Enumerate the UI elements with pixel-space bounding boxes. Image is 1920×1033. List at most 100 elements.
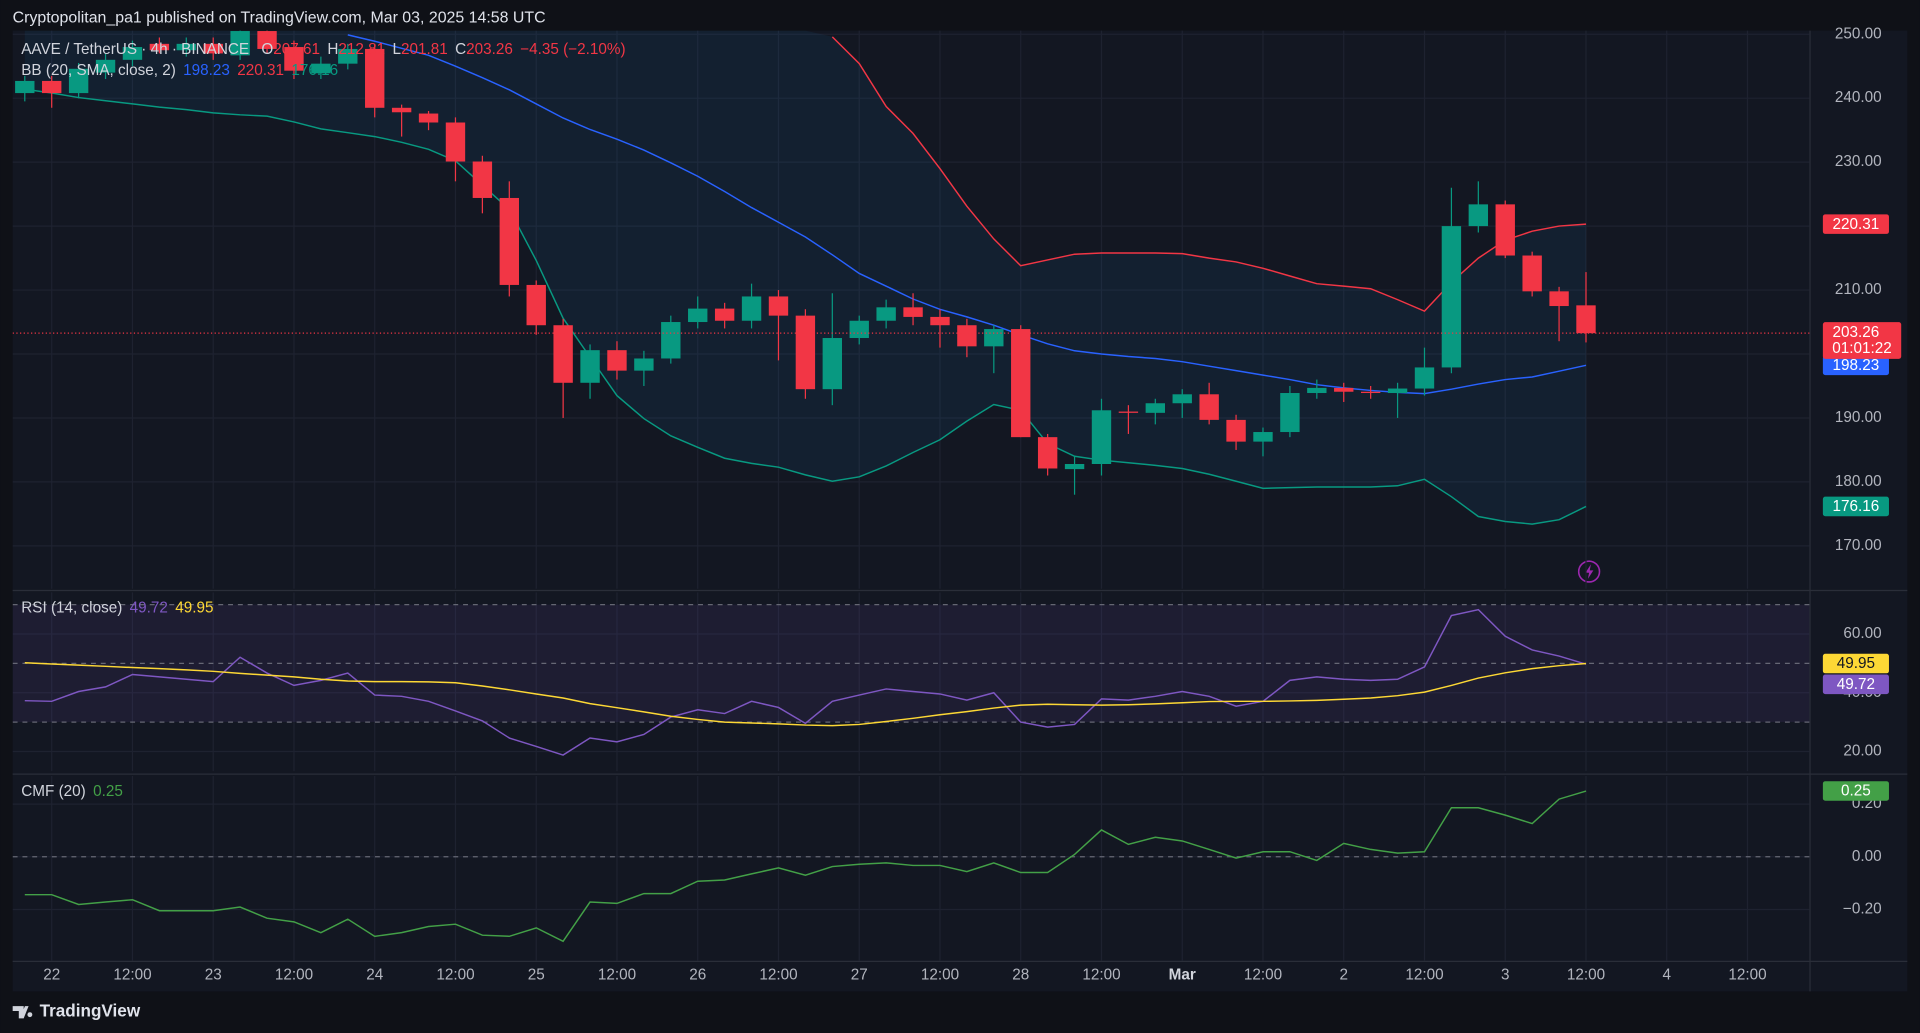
candle-body xyxy=(1307,387,1327,394)
y-tick-label: −0.20 xyxy=(1843,900,1882,917)
legend-value: 203.26 xyxy=(466,41,513,58)
candle-body xyxy=(1226,419,1246,442)
candle-body xyxy=(688,308,708,323)
candle-body xyxy=(822,338,842,390)
candle-body xyxy=(499,197,519,285)
candle-body xyxy=(68,68,89,94)
y-tick-label: 230.00 xyxy=(1835,153,1882,170)
x-tick-label: 12:00 xyxy=(598,967,636,984)
price-tag xyxy=(1822,355,1889,376)
legend-key: L xyxy=(392,41,401,58)
candle-body xyxy=(1387,388,1408,394)
price-tag-label: 49.72 xyxy=(1837,676,1875,693)
alert-icon xyxy=(1577,560,1601,583)
candle-body xyxy=(1360,391,1381,394)
x-tick-label: 24 xyxy=(366,967,383,984)
candle-body xyxy=(930,316,950,326)
x-tick-label: 27 xyxy=(851,967,868,984)
candle-body xyxy=(1576,305,1596,334)
footer: TradingView xyxy=(40,1001,141,1021)
x-tick-label: Mar xyxy=(1169,967,1196,984)
price-tag-label: 203.26 xyxy=(1833,324,1880,341)
x-tick-label: 3 xyxy=(1501,967,1510,984)
candle-body xyxy=(1468,204,1489,227)
price-tag xyxy=(1822,496,1889,517)
candle-body xyxy=(338,48,358,64)
countdown: 01:01:22 xyxy=(1832,340,1891,357)
indicator-line xyxy=(24,608,1587,756)
candle-body xyxy=(580,350,600,383)
x-tick-label: 12:00 xyxy=(275,967,313,984)
candle-body xyxy=(418,113,439,123)
legend-symbol: AAVE / TetherUS · 4h · BINANCE xyxy=(21,41,249,58)
logo xyxy=(12,1006,33,1019)
price-tag-label: 220.31 xyxy=(1833,216,1880,233)
indicator-line xyxy=(24,790,1587,943)
pane xyxy=(12,790,1810,943)
candle-body xyxy=(984,329,1004,347)
candle-body xyxy=(741,296,762,321)
x-tick-label: 23 xyxy=(205,967,222,984)
price-tag xyxy=(1822,322,1902,359)
candle-body xyxy=(849,320,869,339)
x-tick-label: 12:00 xyxy=(436,967,474,984)
x-tick-label: 12:00 xyxy=(1405,967,1443,984)
indicator-value: 198.23 xyxy=(183,62,230,79)
legend: AAVE / TetherUS · 4h · BINANCE O207.61 H21… xyxy=(21,41,625,58)
y-tick-label: 240.00 xyxy=(1835,89,1882,106)
legend-key: O xyxy=(261,41,273,58)
level-band xyxy=(12,604,1810,723)
price-tag xyxy=(1822,653,1889,674)
candle-body xyxy=(95,59,116,73)
candle-body xyxy=(42,80,62,94)
candle-body xyxy=(876,307,896,321)
x-tick-label: 12:00 xyxy=(921,967,959,984)
candle-body xyxy=(634,358,654,371)
candle-body xyxy=(1037,437,1058,469)
y-tick-label: 60.00 xyxy=(1843,625,1881,642)
candle-body xyxy=(795,315,816,390)
pane xyxy=(12,604,1810,756)
x-tick-label: 28 xyxy=(1012,967,1029,984)
price-tag xyxy=(1822,674,1889,695)
candle-body xyxy=(176,43,196,51)
x-tick-label: 12:00 xyxy=(1728,967,1766,984)
indicator-line xyxy=(347,34,1587,395)
legend-value: 201.81 xyxy=(401,41,448,58)
candle-body xyxy=(1199,394,1219,420)
plot-area xyxy=(12,30,1908,992)
x-tick-label: 12:00 xyxy=(759,967,797,984)
indicator-label: RSI (14, close) xyxy=(21,599,122,616)
candle-body xyxy=(1495,204,1515,256)
candle-body xyxy=(203,43,223,54)
band-fill xyxy=(24,30,1586,525)
candle-body xyxy=(1118,411,1139,413)
candle-body xyxy=(1172,394,1192,404)
legend-value: 207.61 xyxy=(273,41,320,58)
candle-body xyxy=(445,122,466,162)
candle-body xyxy=(1441,226,1462,368)
x-tick-label: 12:00 xyxy=(1567,967,1605,984)
legend: RSI (14, close) 49.72 49.95 xyxy=(21,599,213,616)
price-tag-label: 176.16 xyxy=(1833,498,1880,515)
candle-body xyxy=(472,161,493,198)
candle-body xyxy=(1011,329,1031,438)
x-tick-label: 26 xyxy=(689,967,706,984)
y-tick-label: 180.00 xyxy=(1835,473,1882,490)
candle-body xyxy=(1253,432,1273,442)
y-tick-label: 190.00 xyxy=(1835,409,1882,426)
price-tag-label: 198.23 xyxy=(1833,357,1880,374)
indicator-value: 220.31 xyxy=(237,62,284,79)
candle-body xyxy=(553,325,573,383)
legend-value: 212.81 xyxy=(338,41,385,58)
indicator-value: 176.16 xyxy=(291,62,338,79)
candle-body xyxy=(903,307,923,317)
indicator-value: 49.72 xyxy=(130,599,168,616)
legend: CMF (20) 0.25 xyxy=(21,783,123,800)
x-tick-label: 22 xyxy=(43,967,60,984)
price-tag xyxy=(1822,781,1889,801)
candle-body xyxy=(257,31,277,49)
indicator-label: CMF (20) xyxy=(21,783,86,800)
candle-body xyxy=(122,47,143,60)
